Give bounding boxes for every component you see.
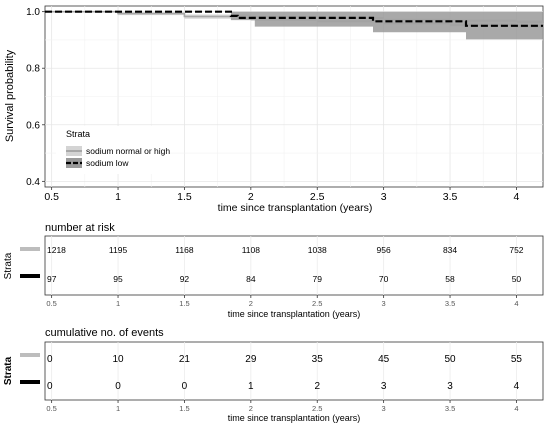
table-cell: 0	[47, 354, 53, 365]
y-tick-label: 1.0	[26, 7, 40, 18]
table-cell: 70	[379, 274, 389, 284]
y-tick-label: 0.8	[26, 64, 40, 75]
table-cell: 0	[182, 381, 188, 392]
cumulative-events-table: cumulative no. of events Strata 0 10 21 29 3…	[3, 327, 544, 423]
legend-label-sodium-low: sodium low	[86, 158, 129, 168]
events-stratum-key-low	[20, 380, 40, 384]
table-cell: 45	[378, 354, 390, 365]
y-axis-label: Survival probability	[4, 49, 16, 142]
x-axis-label: time since transplantation (years)	[218, 202, 373, 214]
y-tick-label: 0.4	[26, 177, 40, 188]
risk-table-frame	[44, 235, 544, 296]
table-cell: 79	[313, 274, 323, 284]
y-tick-label: 0.6	[26, 120, 40, 131]
table-cell: 92	[180, 274, 190, 284]
table-cell: 35	[312, 354, 324, 365]
risk-table-cells: 1218 1195 1168 1108 1038 956 834 752 97 95 92 84 79 7…	[47, 236, 524, 295]
ci-band-sodium-low	[45, 11, 543, 40]
x-tick-label: 3	[381, 191, 387, 203]
table-cell: 50	[444, 354, 456, 365]
table-cell: 21	[179, 354, 191, 365]
table-x-tick-label: 2.5	[312, 299, 322, 308]
table-x-tick-label: 1.5	[179, 299, 189, 308]
table-cell: 58	[445, 274, 455, 284]
table-cell: 29	[245, 354, 257, 365]
survival-plot-panel: 0.5 1 1.5 2 2.5 3 3.5 4 0.4 0.6 0.8 1.0 Survival p…	[4, 5, 544, 214]
table-x-tick-label: 1	[116, 299, 120, 308]
table-cell: 55	[511, 354, 523, 365]
events-table-x-tick-labels: 0.5 1 1.5 2 2.5 3 3.5 4	[46, 400, 519, 413]
risk-table-x-tick-labels: 0.5 1 1.5 2 2.5 3 3.5 4	[46, 295, 519, 308]
events-table-x-axis-label: time since transplantation (years)	[228, 413, 361, 423]
events-table-frame	[44, 341, 544, 401]
legend-label-sodium-normal: sodium normal or high	[86, 146, 170, 156]
table-cell: 1195	[109, 245, 128, 255]
table-cell: 4	[514, 381, 520, 392]
table-cell: 834	[443, 245, 457, 255]
x-tick-label: 1	[115, 191, 121, 203]
table-cell: 2	[314, 381, 320, 392]
risk-table-strata-label: Strata	[3, 252, 14, 279]
survival-curves	[45, 10, 544, 27]
events-table-cells: 0 10 21 29 35 45 50 55 0 0 0 1 2 3 3 4	[47, 342, 522, 400]
survival-line-sodium-low	[45, 10, 543, 27]
table-x-tick-label: 3.5	[445, 404, 455, 413]
table-cell: 97	[47, 274, 57, 284]
x-tick-label: 3.5	[443, 191, 458, 203]
risk-stratum-key-normal	[20, 247, 40, 251]
risk-stratum-key-low	[20, 274, 40, 278]
table-cell: 1218	[47, 245, 66, 255]
legend: Strata sodium normal or high sodium low	[56, 126, 170, 174]
x-tick-label: 2.5	[310, 191, 325, 203]
x-tick-label: 4	[514, 191, 520, 203]
survival-plot-grid	[45, 6, 543, 187]
table-cell: 84	[246, 274, 256, 284]
number-at-risk-table: number at risk Strata 1218 1195 1168 1108 10…	[3, 222, 544, 319]
table-x-tick-label: 1	[116, 404, 120, 413]
table-cell: 1	[248, 381, 254, 392]
table-x-tick-label: 3	[382, 299, 386, 308]
table-x-tick-label: 3	[382, 404, 386, 413]
table-cell: 1168	[175, 245, 194, 255]
events-table-title: cumulative no. of events	[45, 327, 164, 339]
table-cell: 1108	[242, 245, 261, 255]
survival-line-sodium-normal	[45, 10, 544, 25]
table-x-tick-label: 0.5	[46, 299, 56, 308]
table-cell: 10	[112, 354, 124, 365]
table-x-tick-label: 2	[249, 299, 253, 308]
survival-y-tick-labels: 0.4 0.6 0.8 1.0	[26, 7, 45, 188]
table-cell: 3	[381, 381, 387, 392]
table-x-tick-label: 3.5	[445, 299, 455, 308]
table-x-tick-label: 4	[514, 299, 518, 308]
legend-title: Strata	[66, 129, 90, 139]
table-x-tick-label: 4	[514, 404, 518, 413]
survival-x-tick-labels: 0.5 1 1.5 2 2.5 3 3.5 4	[44, 187, 520, 203]
table-cell: 1038	[308, 245, 327, 255]
x-tick-label: 2	[248, 191, 254, 203]
table-x-tick-label: 2	[249, 404, 253, 413]
confidence-bands	[45, 11, 543, 40]
risk-table-title: number at risk	[45, 222, 115, 234]
table-cell: 3	[447, 381, 453, 392]
table-cell: 0	[47, 381, 53, 392]
table-x-tick-label: 1.5	[179, 404, 189, 413]
table-cell: 50	[512, 274, 522, 284]
table-x-tick-label: 0.5	[46, 404, 56, 413]
table-cell: 956	[377, 245, 391, 255]
risk-table-x-axis-label: time since transplantation (years)	[228, 309, 361, 319]
table-x-tick-label: 2.5	[312, 404, 322, 413]
table-cell: 752	[509, 245, 523, 255]
table-cell: 95	[113, 274, 123, 284]
table-cell: 0	[115, 381, 121, 392]
x-tick-label: 1.5	[177, 191, 192, 203]
events-table-strata-label: Strata	[3, 356, 14, 385]
x-tick-label: 0.5	[44, 191, 59, 203]
events-stratum-key-normal	[20, 353, 40, 357]
